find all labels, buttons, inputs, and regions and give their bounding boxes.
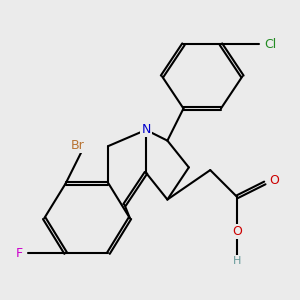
Text: O: O [269,174,279,187]
Text: F: F [16,247,23,260]
Text: O: O [232,225,242,238]
Text: Cl: Cl [264,38,276,51]
Text: N: N [141,123,151,136]
Text: Br: Br [70,140,84,152]
Text: H: H [233,256,241,266]
